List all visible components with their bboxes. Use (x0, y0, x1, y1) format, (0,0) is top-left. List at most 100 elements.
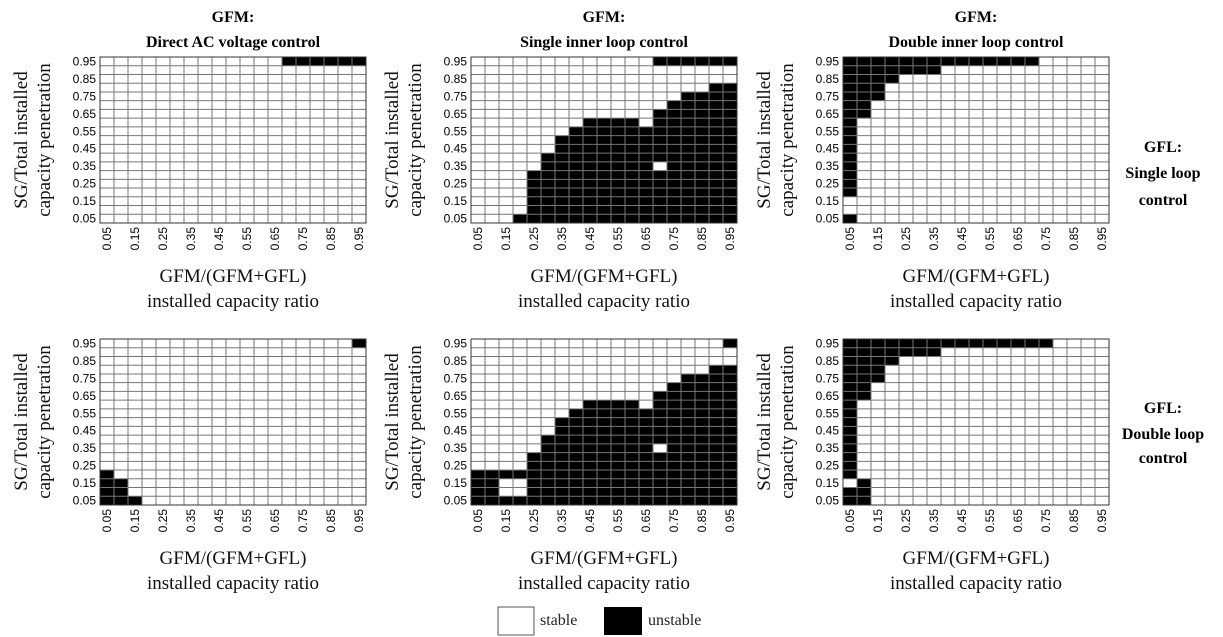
cell-stable (324, 435, 338, 444)
cell-stable (324, 443, 338, 453)
cell-stable (170, 391, 184, 401)
cell-unstable (709, 100, 723, 110)
cell-stable (282, 356, 296, 366)
cell-unstable (857, 487, 871, 497)
cell-stable (997, 91, 1011, 101)
cell-stable (268, 347, 282, 357)
cell-stable (871, 461, 885, 471)
cell-stable (997, 135, 1011, 145)
cell-unstable (583, 435, 597, 444)
cell-stable (170, 100, 184, 110)
cell-stable (268, 408, 282, 418)
cell-stable (941, 496, 955, 505)
cell-stable (184, 57, 198, 66)
y-tick-label: 0.75 (444, 89, 468, 103)
x-axis-label: GFM/(GFM+GFL) (160, 548, 307, 569)
cell-stable (485, 382, 499, 392)
cell-stable (997, 214, 1011, 223)
cell-unstable (527, 470, 541, 479)
cell-stable (226, 74, 240, 84)
cell-stable (114, 188, 128, 197)
cell-unstable (569, 452, 583, 462)
cell-stable (296, 478, 310, 488)
cell-stable (352, 470, 366, 479)
cell-stable (282, 118, 296, 127)
y-axis-label-line-2: capacity penetration (777, 345, 798, 499)
cell-unstable (639, 179, 653, 189)
x-tick-label: 0.15 (871, 509, 885, 533)
cell-stable (184, 153, 198, 162)
cell-unstable (583, 478, 597, 488)
cell-stable (997, 170, 1011, 180)
plot-border (99, 338, 367, 506)
cell-unstable (681, 408, 695, 418)
cell-stable (885, 478, 899, 488)
cell-stable (100, 91, 114, 101)
cell-unstable (695, 382, 709, 392)
cell-stable (198, 91, 212, 101)
cell-stable (1095, 188, 1109, 197)
cell-stable (1081, 65, 1095, 75)
cell-stable (983, 153, 997, 162)
cell-stable (513, 126, 527, 136)
cell-stable (212, 161, 226, 171)
cell-stable (240, 65, 254, 75)
cell-stable (885, 426, 899, 436)
cell-stable (471, 214, 485, 223)
y-tick-label: 0.55 (816, 124, 840, 138)
cell-stable (969, 83, 983, 92)
cell-stable (240, 126, 254, 136)
cell-stable (885, 170, 899, 180)
cell-unstable (625, 400, 639, 409)
cell-stable (324, 65, 338, 75)
cell-stable (324, 408, 338, 418)
cell-stable (955, 461, 969, 471)
cell-stable (1095, 65, 1109, 75)
cell-stable (142, 382, 156, 392)
cell-unstable (667, 426, 681, 436)
cell-stable (268, 339, 282, 348)
cell-stable (857, 205, 871, 215)
cell-unstable (527, 461, 541, 471)
cell-unstable (723, 118, 737, 127)
cell-stable (513, 109, 527, 119)
cell-stable (1095, 339, 1109, 348)
cell-stable (653, 161, 667, 171)
cell-stable (1011, 365, 1025, 374)
cell-stable (198, 100, 212, 110)
cell-stable (142, 170, 156, 180)
cell-stable (156, 170, 170, 180)
cell-stable (170, 214, 184, 223)
cell-stable (1095, 470, 1109, 479)
cell-stable (254, 126, 268, 136)
cell-stable (1053, 118, 1067, 127)
cell-stable (969, 205, 983, 215)
cell-unstable (569, 135, 583, 145)
cell-unstable (695, 391, 709, 401)
cell-unstable (667, 214, 681, 223)
cell-stable (569, 83, 583, 92)
cell-stable (1095, 57, 1109, 66)
cell-unstable (997, 57, 1011, 66)
cell-stable (471, 161, 485, 171)
cell-stable (885, 91, 899, 101)
cell-unstable (857, 74, 871, 84)
cell-unstable (667, 161, 681, 171)
y-tick-label: 0.75 (816, 89, 840, 103)
cell-stable (310, 205, 324, 215)
cell-stable (268, 144, 282, 154)
cell-stable (1039, 153, 1053, 162)
cell-stable (871, 391, 885, 401)
cell-unstable (667, 417, 681, 427)
cell-stable (969, 382, 983, 392)
cell-unstable (913, 347, 927, 357)
cell-stable (128, 196, 142, 206)
cell-unstable (723, 400, 737, 409)
cell-stable (1081, 391, 1095, 401)
cell-stable (142, 91, 156, 101)
cell-stable (240, 391, 254, 401)
cell-unstable (653, 118, 667, 127)
cell-stable (955, 205, 969, 215)
cell-stable (969, 470, 983, 479)
cell-unstable (1039, 339, 1053, 348)
